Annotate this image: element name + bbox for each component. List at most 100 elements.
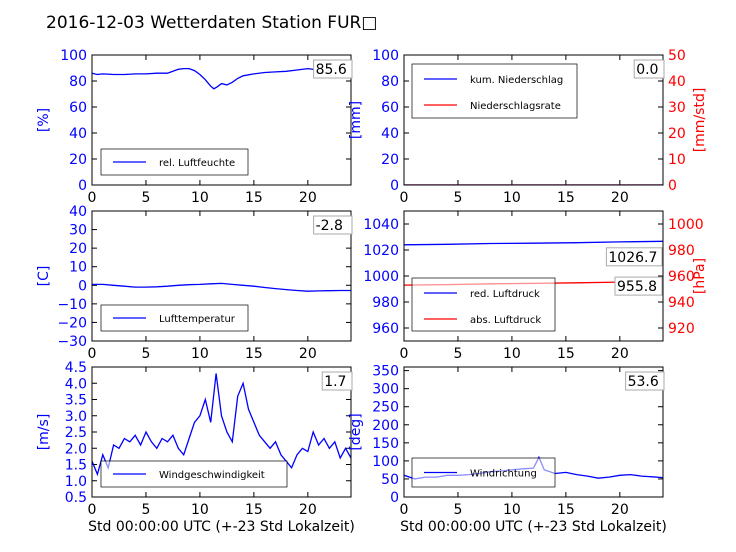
y-tick-label: 1040 bbox=[363, 217, 399, 233]
x-tick-label: 10 bbox=[191, 346, 209, 362]
y-right-tick-label: 1000 bbox=[668, 217, 704, 233]
legend-label: rel. Luftfeuchte bbox=[159, 158, 235, 169]
y-tick-label: 250 bbox=[372, 400, 399, 416]
panel-mid-right: 0 5 10 15 20 960 980 1000 1020 1040 920 940 960 980 10… bbox=[363, 210, 708, 362]
x-tick-label: 10 bbox=[191, 190, 209, 206]
x-tick-label: 0 bbox=[400, 346, 409, 362]
legend-label: Lufttemperatur bbox=[159, 314, 236, 325]
y-tick-label: 40 bbox=[69, 126, 87, 142]
legend-label: Windgeschwindigkeit bbox=[159, 470, 265, 481]
current-value-box bbox=[625, 371, 665, 391]
current-value-label: 955.8 bbox=[617, 279, 657, 295]
x-axis-label-right: Std 00:00:00 UTC (+-23 Std Lokalzeit) bbox=[400, 519, 667, 535]
x-tick-label: 0 bbox=[400, 502, 409, 518]
y-tick-label: 100 bbox=[60, 48, 87, 64]
y-axis-label: [C] bbox=[36, 266, 52, 287]
y-tick-label: 1.5 bbox=[65, 458, 87, 474]
legend-label: red. Luftdruck bbox=[470, 289, 540, 300]
y-right-tick-label: 940 bbox=[668, 295, 695, 311]
y-tick-label: 0 bbox=[78, 278, 87, 294]
legend-label: kum. Niederschlag bbox=[470, 75, 563, 86]
plot-frame bbox=[91, 54, 352, 186]
y-tick-label: 350 bbox=[372, 364, 399, 380]
x-tick-label: 5 bbox=[141, 502, 150, 518]
y-tick-label: 20 bbox=[69, 152, 87, 168]
y-tick-label: −20 bbox=[57, 315, 87, 331]
x-tick-label: 20 bbox=[611, 346, 629, 362]
x-tick-label: 10 bbox=[503, 346, 521, 362]
plot-frame bbox=[403, 210, 664, 342]
x-tick-label: 20 bbox=[299, 346, 317, 362]
plot-frame bbox=[91, 210, 352, 342]
y-axis-label: [%] bbox=[36, 108, 52, 132]
y-right-axis-label: [hPa] bbox=[692, 258, 708, 294]
x-axis-label-left: Std 00:00:00 UTC (+-23 Std Lokalzeit) bbox=[88, 519, 355, 535]
panel-mid-left: 0 5 10 15 20 −30 −20 −10 0 10 20 30 40 [C] -2.8 Lufttem… bbox=[36, 204, 353, 362]
y-right-tick-label: 10 bbox=[668, 152, 686, 168]
current-value-label: 85.6 bbox=[316, 62, 347, 78]
y-tick-label: 60 bbox=[69, 100, 87, 116]
x-tick-label: 5 bbox=[453, 346, 462, 362]
x-tick-label: 20 bbox=[299, 502, 317, 518]
y-tick-label: 0 bbox=[390, 490, 399, 506]
y-tick-label: 1000 bbox=[363, 269, 399, 285]
y-tick-label: −30 bbox=[57, 334, 87, 350]
x-tick-label: 5 bbox=[141, 346, 150, 362]
y-tick-label: 10 bbox=[69, 260, 87, 276]
panel-bottom-right: 0 5 10 15 20050100150200250300350[deg]53.6Wi… bbox=[348, 364, 665, 518]
y-tick-label: 0 bbox=[78, 178, 87, 194]
x-tick-label: 0 bbox=[400, 190, 409, 206]
current-value-box bbox=[605, 247, 663, 267]
x-tick-label: 5 bbox=[453, 190, 462, 206]
current-value-box bbox=[313, 59, 353, 79]
legend-box bbox=[411, 63, 578, 119]
y-axis-label: [mm] bbox=[348, 101, 364, 139]
figure-title: 2016-12-03 Wetterdaten Station FUR□ bbox=[46, 13, 377, 33]
current-value-box bbox=[321, 371, 353, 391]
legend-label: Niederschlagsrate bbox=[470, 101, 561, 112]
panel-top-left: 0 5 10 15 20 0 20 40 60 80 100 [%] 85.6 rel. Luftfeuc… bbox=[36, 48, 353, 206]
current-value-label: -2.8 bbox=[316, 218, 343, 234]
x-tick-label: 20 bbox=[299, 190, 317, 206]
plot-frame bbox=[403, 54, 664, 186]
series-line-0 bbox=[404, 240, 663, 246]
y-tick-label: 2.0 bbox=[65, 441, 87, 457]
y-tick-label: −10 bbox=[57, 297, 87, 313]
y-tick-label: 40 bbox=[69, 204, 87, 220]
panel-top-right: 0 5 10 15 20 0 20 40 60 80 100 0 10 20 30 40 50 [mm] [mm/s… bbox=[348, 48, 708, 206]
legend-label: abs. Luftdruck bbox=[470, 315, 541, 326]
y-tick-label: 980 bbox=[372, 295, 399, 311]
panel-bottom-left: 0 5 10 15 20 0.51.01.52.02.53.03.54.04.5 [m/s]… bbox=[36, 360, 353, 518]
y-tick-label: 1.0 bbox=[65, 474, 87, 490]
x-tick-label: 15 bbox=[245, 502, 263, 518]
x-tick-label: 20 bbox=[611, 502, 629, 518]
x-tick-label: 10 bbox=[503, 502, 521, 518]
current-value-label: 1026.7 bbox=[608, 250, 657, 266]
y-tick-label: 40 bbox=[381, 126, 399, 142]
y-right-axis-label: [mm/std] bbox=[692, 88, 708, 153]
y-tick-label: 2.5 bbox=[65, 425, 87, 441]
current-value-box bbox=[633, 59, 665, 79]
y-tick-label: 200 bbox=[372, 418, 399, 434]
y-tick-label: 20 bbox=[69, 241, 87, 257]
legend-label: Windrichtung bbox=[470, 469, 537, 480]
y-tick-label: 100 bbox=[372, 48, 399, 64]
y-tick-label: 3.0 bbox=[65, 409, 87, 425]
legend-box bbox=[100, 460, 288, 488]
current-value-box bbox=[614, 276, 663, 296]
x-tick-label: 15 bbox=[557, 190, 575, 206]
y-tick-label: 4.0 bbox=[65, 376, 87, 392]
series-line-0 bbox=[92, 67, 351, 90]
y-tick-label: 0.5 bbox=[65, 490, 87, 506]
y-tick-label: 60 bbox=[381, 100, 399, 116]
y-right-tick-label: 0 bbox=[668, 178, 677, 194]
y-tick-label: 80 bbox=[69, 74, 87, 90]
x-tick-label: 20 bbox=[611, 190, 629, 206]
x-tick-label: 5 bbox=[453, 502, 462, 518]
x-tick-label: 0 bbox=[88, 346, 97, 362]
y-axis-label: [m/s] bbox=[36, 414, 52, 451]
y-right-tick-label: 960 bbox=[668, 269, 695, 285]
plot-frame bbox=[403, 366, 664, 498]
x-tick-label: 5 bbox=[141, 190, 150, 206]
